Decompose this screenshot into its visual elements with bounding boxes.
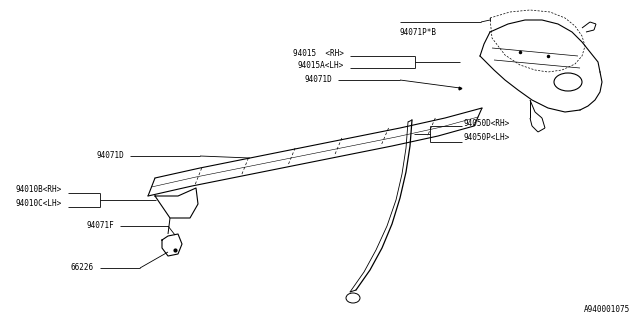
Text: 94050P<LH>: 94050P<LH>: [464, 132, 510, 141]
Text: A940001075: A940001075: [584, 305, 630, 314]
Text: 94010C<LH>: 94010C<LH>: [16, 199, 62, 209]
Text: 94071D: 94071D: [96, 151, 124, 161]
Text: 94050D<RH>: 94050D<RH>: [464, 118, 510, 127]
Text: 94071D: 94071D: [304, 76, 332, 84]
Text: 94071P*B: 94071P*B: [400, 28, 437, 37]
Text: 94015A<LH>: 94015A<LH>: [298, 61, 344, 70]
Text: 94071F: 94071F: [86, 221, 114, 230]
Text: 94010B<RH>: 94010B<RH>: [16, 186, 62, 195]
Text: 94015  <RH>: 94015 <RH>: [293, 49, 344, 58]
Text: 66226: 66226: [71, 263, 94, 273]
